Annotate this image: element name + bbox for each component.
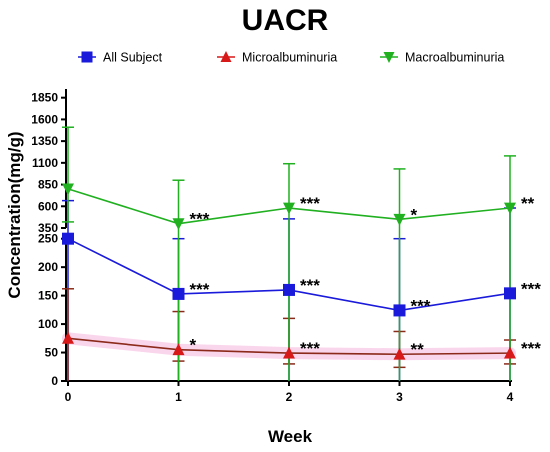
data-point — [283, 283, 295, 296]
x-tick-label: 3 — [396, 390, 403, 404]
y-tick-label: 1600 — [31, 112, 58, 126]
data-point — [62, 183, 74, 196]
data-point — [172, 343, 185, 356]
y-axis-label: Concentration(mg/g) — [5, 131, 24, 298]
significance-label: * — [411, 205, 418, 224]
data-point — [172, 287, 185, 300]
significance-label: ** — [521, 194, 535, 213]
y-tick-label: 50 — [45, 346, 59, 360]
y-tick-label: 850 — [38, 178, 58, 192]
legend-marker — [220, 51, 232, 62]
data-point — [393, 213, 406, 226]
data-point — [504, 202, 516, 215]
data-point — [172, 218, 185, 231]
legend: All Subject Microalbuminuria Macroalbuminu… — [78, 51, 504, 65]
y-tick-label: 0 — [51, 374, 58, 388]
data-point — [283, 346, 295, 359]
legend-label: Macroalbuminuria — [405, 51, 504, 65]
legend-marker — [81, 51, 93, 63]
significance-label: *** — [190, 280, 210, 299]
significance-label: *** — [411, 296, 431, 315]
data-point — [504, 346, 516, 359]
data-point — [393, 304, 406, 317]
data-point — [393, 347, 406, 360]
y-tick-label: 1350 — [31, 134, 58, 148]
significance-label: * — [190, 336, 197, 355]
y-tick-label: 350 — [38, 221, 58, 235]
y-tick-label: 1850 — [31, 91, 58, 105]
data-point — [62, 331, 74, 344]
data-point — [504, 287, 516, 300]
legend-label: All Subject — [103, 51, 163, 65]
x-axis-label: Week — [268, 427, 313, 446]
significance-label: *** — [521, 279, 541, 298]
chart-title: UACR — [242, 4, 329, 37]
y-tick-label: 1100 — [32, 156, 58, 170]
data-point — [283, 202, 295, 215]
y-tick-label: 100 — [38, 317, 58, 331]
y-tick-label: 600 — [38, 199, 58, 213]
data-point — [62, 232, 74, 245]
significance-label: *** — [300, 194, 320, 213]
significance-label: *** — [521, 339, 541, 358]
significance-label: *** — [300, 339, 320, 358]
legend-label: Microalbuminuria — [242, 51, 337, 65]
significance-label: ** — [411, 340, 425, 359]
x-tick-label: 4 — [507, 390, 514, 404]
x-tick-label: 0 — [65, 390, 72, 404]
x-tick-label: 2 — [286, 390, 293, 404]
legend-marker — [383, 52, 395, 63]
y-tick-label: 200 — [38, 260, 58, 274]
y-tick-label: 150 — [38, 289, 58, 303]
significance-label: *** — [300, 276, 320, 295]
x-tick-label: 1 — [175, 390, 182, 404]
y-tick-label: 250 — [38, 232, 58, 246]
significance-label: *** — [190, 210, 210, 229]
